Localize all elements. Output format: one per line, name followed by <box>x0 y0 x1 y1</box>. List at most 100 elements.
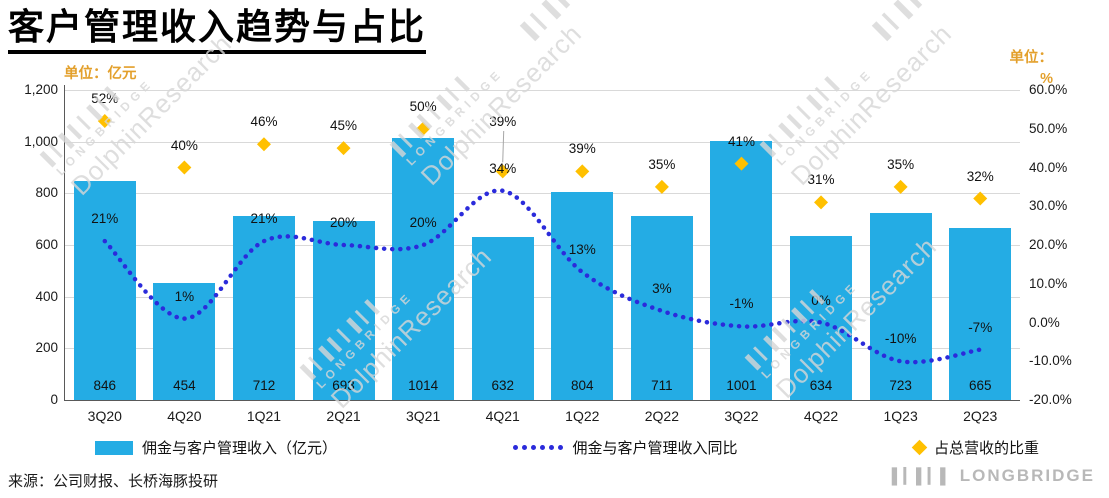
bar-value-label: 723 <box>889 378 912 393</box>
ratio-label: 32% <box>966 168 994 184</box>
x-axis-label-2Q22: 2Q22 <box>644 408 679 424</box>
bar-value-label: 454 <box>173 378 196 393</box>
y-axis-left-label: 1,000 <box>24 133 58 149</box>
callout-leader-line <box>502 130 505 163</box>
legend-line-dot <box>522 445 528 450</box>
series-svg <box>97 114 988 365</box>
legend-item-2: 占总营收的比重 <box>911 437 1039 458</box>
bar-value-label: 632 <box>491 378 514 393</box>
yoy-label: -7% <box>968 319 993 335</box>
legend-line-dot <box>531 445 537 450</box>
bar-4Q22 <box>790 236 853 400</box>
ratio-diamond-1Q23 <box>893 179 908 194</box>
bar-value-label: 693 <box>332 378 355 393</box>
legend-label: 佣金与客户管理收入（亿元） <box>142 440 338 457</box>
yoy-label: 21% <box>91 211 119 227</box>
ratio-label: 39% <box>568 141 596 157</box>
bar-value-label: 804 <box>571 378 594 393</box>
bar-value-label: 711 <box>651 378 673 393</box>
yoy-label: 20% <box>330 215 358 230</box>
x-axis-label-4Q20: 4Q20 <box>167 408 202 424</box>
x-axis-label-3Q22: 3Q22 <box>724 408 759 424</box>
yoy-label: 20% <box>409 215 437 230</box>
bar-2Q22 <box>630 216 693 400</box>
yoy-label: 21% <box>250 211 278 227</box>
bar-1Q23 <box>869 213 932 400</box>
legend-line-dot <box>540 445 546 450</box>
legend-item-1: 佣金与客户管理收入同比 <box>513 437 738 458</box>
ratio-diamond-4Q20 <box>177 160 192 175</box>
ratio-diamond-3Q20 <box>97 114 112 128</box>
y-axis-left-label: 0 <box>50 392 58 407</box>
bar-value-label: 846 <box>93 378 117 393</box>
bar-value-label: 1014 <box>408 378 439 393</box>
legend-label: 占总营收的比重 <box>933 440 1039 457</box>
unit-right-line2: % <box>1040 71 1053 88</box>
unit-right-line1: 单位： <box>1009 50 1054 66</box>
ratio-diamond-1Q22 <box>575 164 590 179</box>
ratio-diamond-3Q21 <box>416 121 431 136</box>
y-axis-right-label: 60.0% <box>1029 82 1068 97</box>
yoy-label: 34% <box>489 160 517 176</box>
gridline <box>65 193 1020 195</box>
yoy-label: 1% <box>174 288 195 304</box>
y-axis-right-label: 0.0% <box>1029 314 1060 330</box>
y-axis-left-label: 1,200 <box>24 82 58 97</box>
bar-3Q20 <box>73 181 136 400</box>
bar-value-label: 634 <box>809 378 833 393</box>
bar-4Q21 <box>471 236 534 400</box>
y-axis-left-label: 600 <box>35 237 58 252</box>
x-axis-line <box>64 400 1020 401</box>
longbridge-logo: ▌▎▌▎▌ LONGBRIDGE <box>892 466 1095 486</box>
bar-value-label: 665 <box>968 378 992 393</box>
watermark-small: ▌▎▌▍▎▌▎▍ <box>520 0 622 41</box>
legend-line-dot <box>513 445 519 450</box>
ratio-diamond-1Q21 <box>256 137 271 152</box>
gridline <box>65 348 1020 350</box>
y-axis-line <box>64 85 65 400</box>
ratio-diamond-4Q22 <box>814 195 829 210</box>
y-axis-left-label: 400 <box>35 288 58 304</box>
bar-4Q20 <box>153 282 216 400</box>
yoy-label: -10% <box>884 331 917 347</box>
y-axis-right-label: -10.0% <box>1029 353 1072 369</box>
ratio-label: 31% <box>807 172 835 188</box>
bar-2Q21 <box>312 220 375 400</box>
yoy-label: 0% <box>811 292 831 308</box>
ratio-label: 39% <box>489 114 517 129</box>
y-axis-right-label: 10.0% <box>1029 275 1068 291</box>
legend: 佣金与客户管理收入（亿元） 佣金与客户管理收入同比 占总营收的比重 <box>95 437 1039 458</box>
gridline <box>65 245 1020 246</box>
gridline <box>65 141 1020 143</box>
x-axis-label-2Q21: 2Q21 <box>326 408 361 424</box>
x-axis-label-3Q21: 3Q21 <box>406 408 441 424</box>
yoy-label: 3% <box>652 280 672 296</box>
x-axis-label-1Q23: 1Q23 <box>883 408 918 424</box>
x-axis-label-4Q22: 4Q22 <box>803 408 839 424</box>
ratio-label: 50% <box>409 98 437 114</box>
y-axis-right-label: -20.0% <box>1029 392 1072 407</box>
bar-value-label: 712 <box>252 378 276 393</box>
ratio-label: 45% <box>330 118 358 134</box>
ratio-diamond-2Q22 <box>654 179 669 194</box>
x-axis-label-1Q21: 1Q21 <box>246 408 282 424</box>
source-note: 来源：公司财报、长桥海豚投研 <box>8 473 219 490</box>
ratio-label: 46% <box>250 114 278 130</box>
unit-right-label: 单位： % <box>1010 48 1054 90</box>
ratio-label: 40% <box>170 137 198 153</box>
ratio-label: 52% <box>91 91 119 106</box>
barcode-icon: ▌▎▌▎▌ <box>891 468 952 485</box>
legend-diamond-marker-icon <box>911 439 928 456</box>
gridline <box>65 90 1020 91</box>
x-axis-label-4Q21: 4Q21 <box>485 408 520 424</box>
ratio-diamond-2Q23 <box>973 191 988 206</box>
page-title: 客户管理收入趋势与占比 <box>8 4 427 54</box>
ratio-label: 35% <box>648 156 676 172</box>
x-axis-label-1Q22: 1Q22 <box>565 408 600 424</box>
x-axis-label-3Q20: 3Q20 <box>87 408 122 424</box>
bar-3Q21 <box>392 138 455 400</box>
bar-3Q22 <box>710 141 773 400</box>
logo-text: LONGBRIDGE <box>959 466 1095 485</box>
bar-1Q21 <box>232 216 295 400</box>
